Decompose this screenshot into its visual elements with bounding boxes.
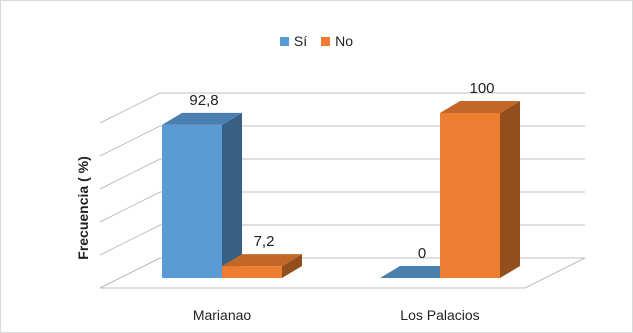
bar-front — [222, 266, 282, 278]
bar-si-0 — [162, 112, 242, 278]
legend-label-si: Sí — [293, 33, 308, 49]
data-label: 92,8 — [189, 92, 218, 109]
bar-top — [440, 101, 520, 113]
legend-item-no: No — [321, 33, 353, 49]
legend-swatch-si — [279, 36, 289, 46]
y-axis-title: Frecuencia ( %) — [75, 156, 91, 259]
data-label: 7,2 — [254, 233, 275, 250]
data-label: 100 — [469, 80, 494, 97]
bar-side — [222, 112, 242, 278]
floor — [99, 257, 586, 289]
bar-no-1 — [440, 101, 520, 278]
bars — [162, 101, 520, 278]
gridline — [99, 92, 585, 124]
legend-label-no: No — [335, 33, 354, 49]
bar-top — [222, 254, 302, 267]
legend: Sí No — [0, 33, 633, 49]
bar-front — [162, 124, 222, 278]
legend-item-si: Sí — [279, 33, 308, 49]
x-tick-label: Marianao — [193, 307, 252, 323]
legend-swatch-no — [321, 36, 331, 46]
data-labels: 92,8 0 7,2 100 — [189, 80, 494, 262]
bar-side — [282, 254, 302, 278]
x-tick-labels: Marianao Los Palacios — [193, 307, 480, 323]
bar-front — [440, 113, 500, 278]
x-tick-label: Los Palacios — [400, 307, 479, 323]
data-label: 0 — [418, 245, 426, 262]
bar-top — [162, 112, 242, 125]
bar-no-0 — [222, 254, 302, 278]
bar-side — [500, 101, 520, 278]
